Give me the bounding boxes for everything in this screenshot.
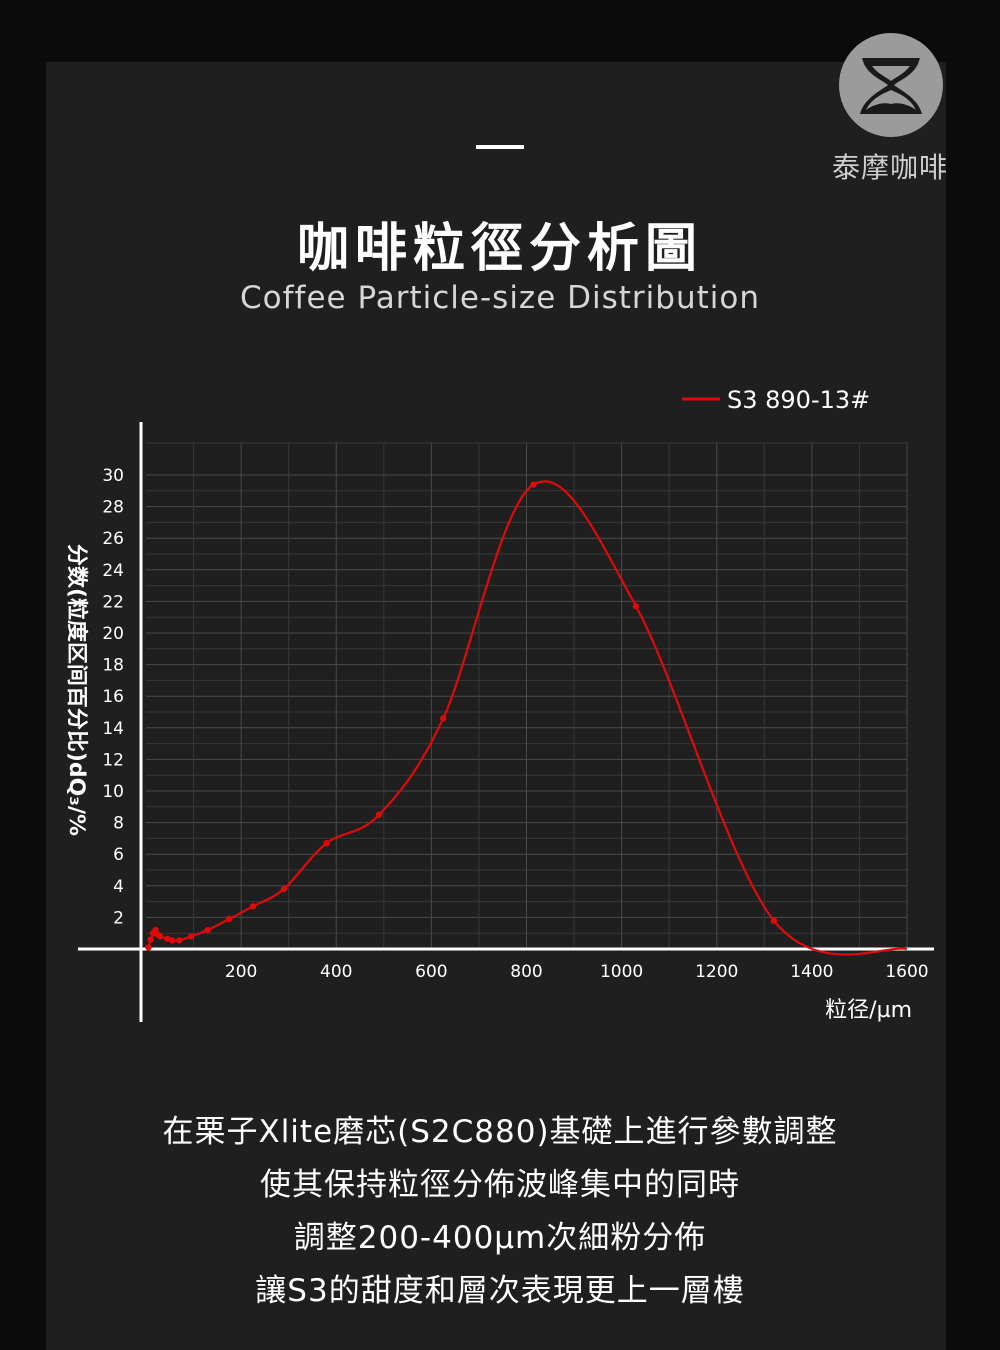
description-line: 讓S3的甜度和層次表現更上一層樓 xyxy=(255,1273,745,1309)
y-tick-label: 12 xyxy=(102,750,124,770)
description-line: 在栗子Xlite磨芯(S2C880)基礎上進行參數調整 xyxy=(162,1114,838,1150)
content-panel xyxy=(46,62,946,1350)
x-tick-label: 200 xyxy=(225,962,257,982)
data-point xyxy=(226,915,233,923)
y-tick-label: 16 xyxy=(102,687,124,707)
chart-grid xyxy=(146,442,908,949)
y-tick-label: 28 xyxy=(102,498,124,518)
x-tick-label: 600 xyxy=(415,962,447,982)
y-tick-label: 26 xyxy=(102,529,124,549)
legend-label: S3 890-13# xyxy=(727,386,870,414)
y-axis-label: 分数(粒度区间百分比)dQ₃/% xyxy=(65,544,89,836)
data-point xyxy=(145,944,152,951)
series-line xyxy=(147,480,908,956)
data-point xyxy=(530,481,537,488)
y-tick-label: 20 xyxy=(102,624,124,644)
data-point xyxy=(375,811,383,818)
data-point xyxy=(632,602,640,610)
data-point xyxy=(147,936,154,943)
chart-axes xyxy=(78,422,934,1022)
chart-series xyxy=(145,480,908,956)
description-block: 在栗子Xlite磨芯(S2C880)基礎上進行參數調整 使其保持粒徑分佈波峰集中… xyxy=(0,1106,1000,1318)
description-line: 使其保持粒徑分佈波峰集中的同時 xyxy=(260,1167,740,1203)
data-point xyxy=(187,933,195,940)
y-tick-label: 4 xyxy=(113,877,124,897)
data-point xyxy=(157,933,164,940)
x-tick-label: 1200 xyxy=(695,962,738,982)
y-tick-label: 18 xyxy=(102,656,124,676)
y-tick-label: 22 xyxy=(102,592,124,612)
data-point xyxy=(152,926,159,934)
data-point xyxy=(204,926,212,934)
data-point xyxy=(323,839,330,847)
y-tick-label: 6 xyxy=(113,845,124,865)
data-point xyxy=(770,917,778,924)
data-point xyxy=(440,715,447,722)
y-tick-label: 24 xyxy=(102,561,124,581)
title-divider xyxy=(476,145,524,149)
y-tick-label: 10 xyxy=(102,782,124,802)
data-point xyxy=(168,937,176,944)
hourglass-logo-icon xyxy=(839,33,943,137)
chart-legend: S3 890-13# xyxy=(682,386,870,414)
x-tick-label: 1000 xyxy=(600,962,643,982)
y-tick-label: 2 xyxy=(113,908,124,928)
y-tick-label: 30 xyxy=(102,466,124,486)
page-title: 咖啡粒徑分析圖 xyxy=(296,219,703,279)
x-tick-label: 1600 xyxy=(885,962,928,982)
y-tick-label: 14 xyxy=(102,719,124,739)
x-tick-label: 400 xyxy=(320,962,352,982)
y-tick-label: 8 xyxy=(113,814,124,834)
brand-name: 泰摩咖啡 xyxy=(831,151,948,184)
data-point xyxy=(280,885,288,893)
x-tick-label: 1400 xyxy=(790,962,833,982)
data-point xyxy=(176,937,183,944)
description-line: 調整200-400µm次細粉分佈 xyxy=(293,1220,707,1256)
x-axis-label: 粒径/µm xyxy=(825,998,912,1023)
x-tick-label: 800 xyxy=(510,962,542,982)
data-point xyxy=(249,903,257,910)
page-subtitle: Coffee Particle-size Distribution xyxy=(240,280,760,316)
